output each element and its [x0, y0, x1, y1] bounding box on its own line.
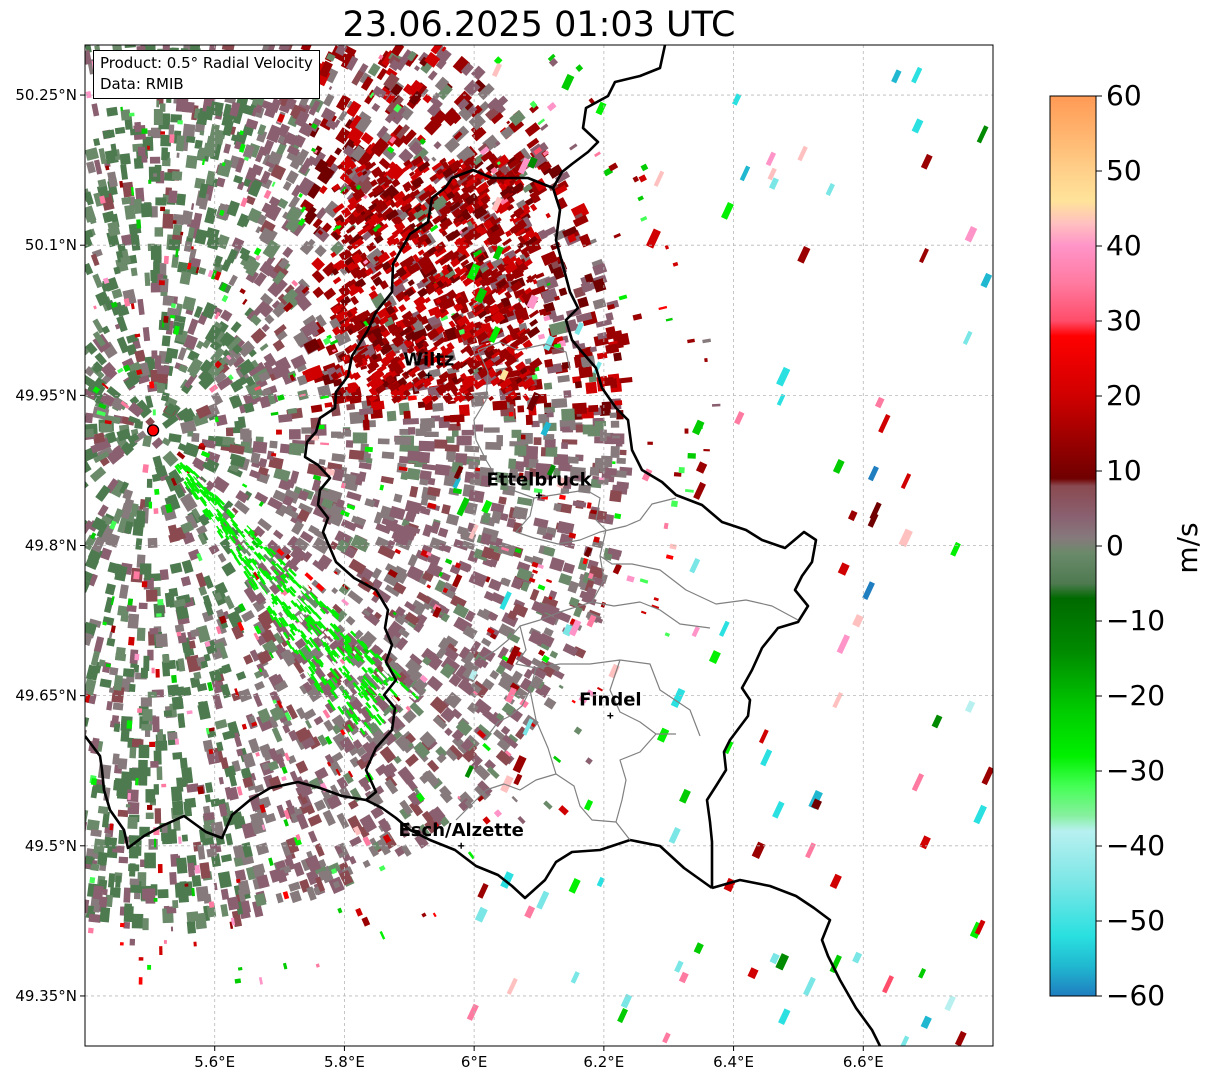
place-label: Ettelbruck — [486, 469, 592, 490]
colorbar-tick-label: 30 — [1106, 304, 1142, 337]
colorbar-tick-label: 50 — [1106, 154, 1142, 187]
place-marker — [425, 372, 432, 379]
info-source: Data: RMIB — [100, 75, 184, 93]
radar-site-marker — [146, 424, 160, 437]
map-title: 23.06.2025 01:03 UTC — [342, 5, 736, 45]
place-marker — [536, 492, 542, 499]
luxembourg-canton-boundaries — [455, 341, 799, 841]
colorbar-tick-label: −40 — [1106, 829, 1166, 862]
lon-tick-label: 6.2°E — [583, 1053, 624, 1071]
luxembourg-france-border — [85, 735, 367, 850]
lon-tick-label: 6.6°E — [843, 1053, 884, 1071]
germany-france-border — [711, 878, 882, 1046]
lon-tick-label: 6.4°E — [713, 1053, 754, 1071]
colorbar-tick-label: 40 — [1106, 229, 1142, 262]
place-marker — [607, 712, 614, 719]
colorbar-unit-label: m/s — [1171, 522, 1204, 574]
country-borders — [85, 45, 882, 1046]
colorbar-tick-label: 10 — [1106, 454, 1142, 487]
lat-tick-label: 50.1°N — [25, 236, 77, 254]
lat-tick-label: 49.35°N — [15, 987, 77, 1005]
place-marker — [458, 842, 465, 849]
lat-tick-label: 49.65°N — [15, 687, 77, 705]
place-label: Esch/Alzette — [399, 820, 524, 841]
place-markers: Wiltz Ettelbruck Findel Esch/Alzette — [146, 349, 642, 849]
colorbar-tick-label: −50 — [1106, 904, 1166, 937]
axis-ticks: 5.6°E 5.8°E 6°E 6.2°E 6.4°E 6.6°E 50.25°N 50.1°… — [15, 86, 883, 1071]
belgium-luxembourg-border — [303, 45, 667, 802]
lon-tick-label: 5.6°E — [194, 1053, 235, 1071]
map-gridlines — [85, 45, 993, 1046]
place-label: Findel — [579, 690, 642, 711]
lon-tick-label: 6°E — [461, 1053, 488, 1071]
colorbar-tick-label: −60 — [1106, 979, 1166, 1012]
colorbar-tick-label: −20 — [1106, 679, 1166, 712]
info-product: Product: 0.5° Radial Velocity — [100, 54, 313, 72]
place-label: Wiltz — [403, 349, 454, 370]
radar-echo-layer — [85, 45, 993, 1046]
colorbar — [1049, 95, 1102, 997]
lat-tick-label: 49.5°N — [25, 837, 77, 855]
lon-tick-label: 5.8°E — [324, 1053, 365, 1071]
colorbar-tick-label: 60 — [1106, 79, 1142, 112]
colorbar-tick-label: 0 — [1106, 529, 1124, 562]
luxembourg-germany-border — [551, 187, 818, 888]
colorbar-tick-label: 20 — [1106, 379, 1142, 412]
lat-tick-label: 50.25°N — [15, 86, 77, 104]
map-frame — [84, 44, 994, 1047]
lat-tick-label: 49.8°N — [25, 537, 77, 555]
lat-tick-label: 49.95°N — [15, 386, 77, 404]
colorbar-tick-label: −10 — [1106, 604, 1166, 637]
colorbar-tick-label: −30 — [1106, 754, 1166, 787]
luxembourg-south-border — [365, 798, 713, 900]
colorbar-fill — [1050, 96, 1096, 996]
info-box: Product: 0.5° Radial Velocity Data: RMIB — [93, 50, 320, 99]
